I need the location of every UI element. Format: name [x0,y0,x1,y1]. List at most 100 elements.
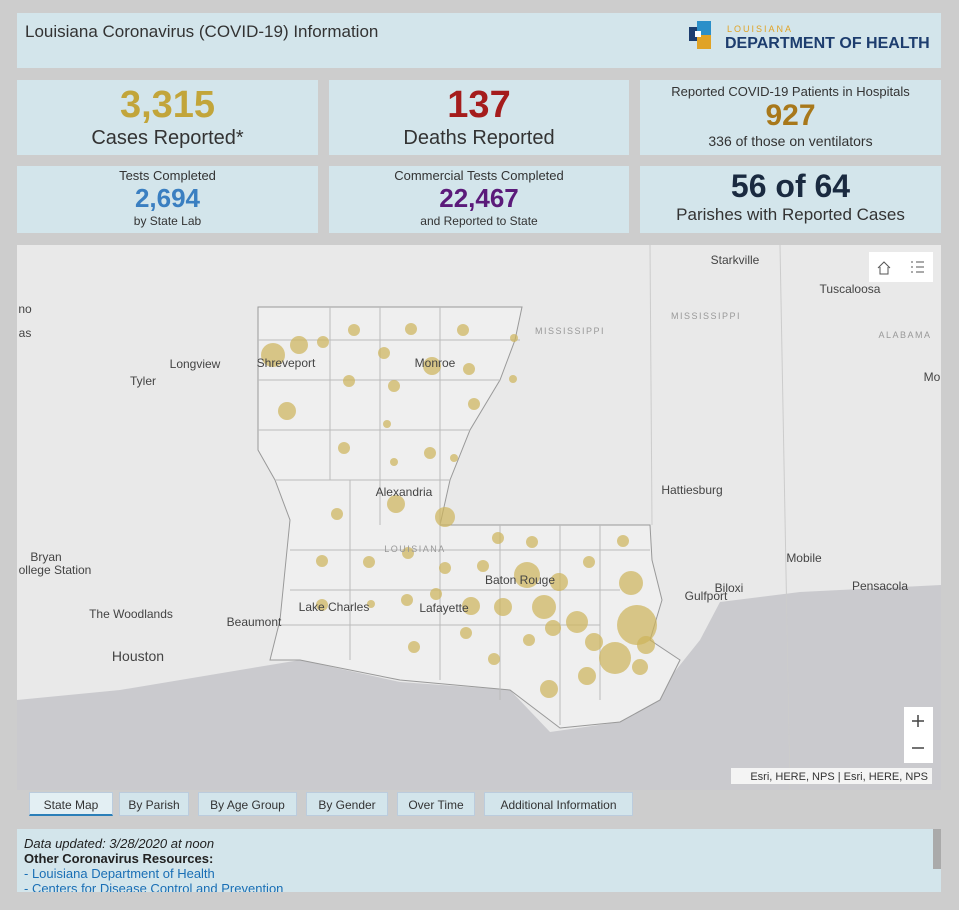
bubble[interactable] [523,634,535,646]
bubble[interactable] [261,343,285,367]
bubble[interactable] [430,588,442,600]
bubble[interactable] [408,641,420,653]
link[interactable]: - Louisiana Department of Health [24,866,215,881]
scrollbar[interactable] [933,829,941,869]
bubble[interactable] [402,547,414,559]
bubble[interactable] [387,495,405,513]
bubble[interactable] [343,375,355,387]
logo: LOUISIANA DEPARTMENT OF HEALTH [689,21,930,52]
bubble[interactable] [526,536,538,548]
tab[interactable]: By Parish [119,792,189,816]
resources: Other Coronavirus Resources: [24,851,214,866]
bubble[interactable] [492,532,504,544]
bubble[interactable] [617,605,657,645]
bubble[interactable] [457,324,469,336]
cases-value: 3,315 [119,84,216,126]
bubble[interactable] [462,597,480,615]
bubble[interactable] [316,599,328,611]
bubble[interactable] [405,323,417,335]
bubble[interactable] [463,363,475,375]
bubble[interactable] [424,447,436,459]
bubble[interactable] [439,562,451,574]
title: Louisiana Coronavirus (COVID-19) Informa… [25,22,379,41]
bubble[interactable] [363,556,375,568]
place-label: ollege Station [19,563,92,577]
bubble[interactable] [617,535,629,547]
place-label: Mo [924,370,941,384]
bubble[interactable] [578,667,596,685]
bubble[interactable] [388,380,400,392]
bubble[interactable] [619,571,643,595]
hospital-caption: Reported COVID-19 Patients in Hospitals [671,84,910,99]
deaths-value: 137 [447,84,511,126]
home-button[interactable] [877,261,891,275]
header: Louisiana Coronavirus (COVID-19) Informa… [17,13,941,68]
cases-card: 3,315 Cases Reported* [17,80,318,155]
bubbles [261,323,657,698]
bubble[interactable] [435,507,455,527]
bubble[interactable] [599,642,631,674]
bubble[interactable] [290,336,308,354]
footer: Data updated: 3/28/2020 at noon Other Co… [17,829,941,892]
bubble[interactable] [509,375,517,383]
bubble[interactable] [510,334,518,342]
bubble[interactable] [545,620,561,636]
bubble[interactable] [494,598,512,616]
tab[interactable]: Additional Information [484,792,633,816]
link[interactable]: - Centers for Disease Control and Preven… [24,881,284,892]
bubble[interactable] [367,600,375,608]
place-label: ALABAMA [878,330,931,340]
zoom-in[interactable] [912,715,924,727]
place-label: Alexandria [376,485,433,499]
bubble[interactable] [550,573,568,591]
tab[interactable]: State Map [29,792,113,816]
bubble[interactable] [540,680,558,698]
bubble[interactable] [348,324,360,336]
attribution: Esri, HERE, NPS | Esri, HERE, NPS [750,771,928,783]
tests-card: Tests Completed 2,694 by State Lab [17,166,318,233]
bubble[interactable] [378,347,390,359]
state-lines [649,245,791,790]
bubble[interactable] [532,595,556,619]
bubble[interactable] [383,420,391,428]
map-labels: Starkville Tuscaloosa MISSISSIPPI MISSISSIP… [18,253,940,664]
bubble[interactable] [583,556,595,568]
logo-top: LOUISIANA [727,24,793,34]
bubble[interactable] [514,562,540,588]
place-label: Tyler [130,374,156,388]
place-label: Lafayette [419,601,469,615]
tests-caption: Tests Completed [119,168,216,183]
bubble[interactable] [317,336,329,348]
bubble[interactable] [460,627,472,639]
attribution-bg [731,768,932,784]
deaths-label: Deaths Reported [403,127,555,149]
place-label: Pensacola [852,579,908,593]
place-label: Houston [112,648,164,664]
bubble[interactable] [338,442,350,454]
place-label: as [19,326,32,340]
bubble[interactable] [278,402,296,420]
bubble[interactable] [450,454,458,462]
map[interactable]: Starkville Tuscaloosa MISSISSIPPI MISSISSIP… [17,245,941,790]
tab[interactable]: By Gender [306,792,388,816]
tab[interactable]: By Age Group [198,792,297,816]
bubble[interactable] [331,508,343,520]
bubble[interactable] [488,653,500,665]
bubble[interactable] [390,458,398,466]
bubble[interactable] [585,633,603,651]
bubble[interactable] [566,611,588,633]
place-label: The Woodlands [89,607,173,621]
bubble[interactable] [316,555,328,567]
hospital-value: 927 [765,99,816,132]
bubble[interactable] [477,560,489,572]
bubble[interactable] [423,357,441,375]
legend-button[interactable] [911,261,924,273]
bubble[interactable] [637,636,655,654]
bubble[interactable] [632,659,648,675]
tab[interactable]: Over Time [397,792,475,816]
bubble[interactable] [401,594,413,606]
place-label: MISSISSIPPI [671,311,741,321]
bubble[interactable] [468,398,480,410]
place-label: Gulfport [685,589,728,603]
